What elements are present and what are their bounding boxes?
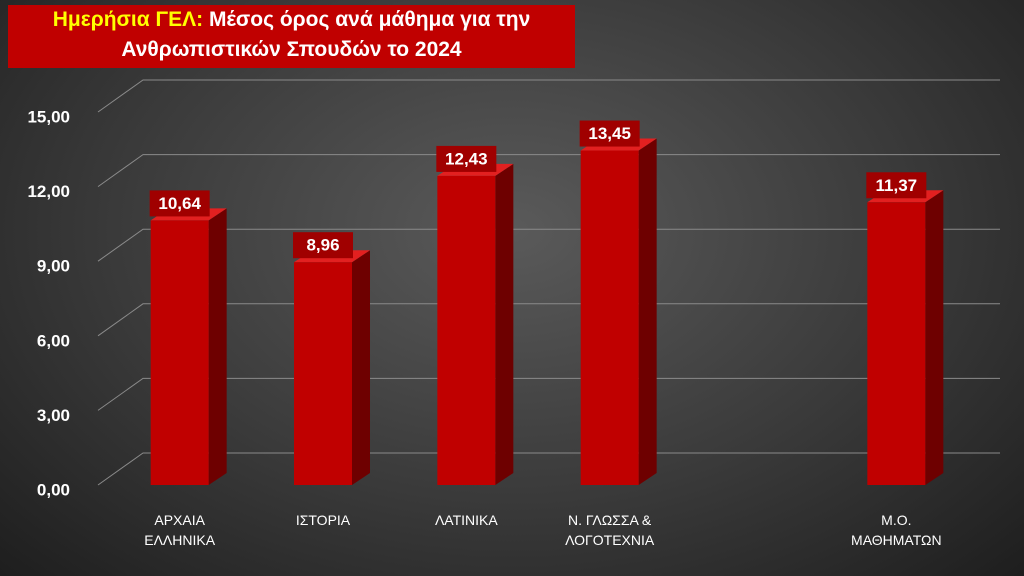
value-label: 11,37: [876, 176, 918, 195]
grid-line: [97, 452, 1000, 486]
bar-side: [495, 163, 514, 485]
y-tick-label: 6,00: [37, 331, 70, 350]
value-label-box: [293, 232, 353, 259]
grid-line: [97, 79, 1000, 113]
title-highlight: Ημερήσια ΓΕΛ:: [52, 8, 204, 31]
grid-line: [97, 154, 1000, 188]
y-tick-label: 3,00: [37, 406, 70, 425]
value-label: 8,96: [306, 236, 339, 255]
value-label-box: [149, 190, 210, 217]
grid-line: [97, 228, 1000, 262]
y-tick-label: 15,00: [27, 107, 70, 126]
y-tick-label: 0,00: [37, 480, 70, 499]
bar-side: [638, 138, 657, 485]
bar: [867, 202, 926, 486]
bar: [294, 262, 352, 485]
bar-side: [208, 208, 227, 485]
value-label-box: [866, 172, 927, 199]
x-tick-label: ΛΑΤΙΝΙΚΑ: [434, 512, 498, 528]
value-label-box: [579, 120, 640, 147]
grid-line: [97, 303, 1000, 337]
value-label: 12,43: [445, 149, 488, 168]
value-label: 10,64: [158, 194, 201, 213]
bar-side: [352, 250, 370, 485]
x-tick-label: Μ.Ο. ΜΑΘΗΜΑΤΩΝ: [851, 512, 942, 548]
chart-title: Ημερήσια ΓΕΛ: Μέσος όρος ανά μάθημα για …: [8, 5, 575, 68]
x-tick-label: Ν. ΓΛΩΣΣΑ & ΛΟΓΟΤΕΧΝΙΑ: [565, 512, 655, 548]
bar: [580, 150, 639, 485]
title-line: Ανθρωπιστικών Σπουδών το 2024: [121, 38, 462, 61]
bar: [437, 175, 496, 485]
y-tick-label: 9,00: [37, 257, 70, 276]
x-tick-label: ΑΡΧΑΙΑ ΕΛΛΗΝΙΚΑ: [144, 512, 216, 548]
bar-side: [925, 190, 944, 486]
grid-line: [97, 377, 1000, 411]
value-label: 13,45: [588, 124, 631, 143]
x-tick-label: ΙΣΤΟΡΙΑ: [295, 512, 351, 528]
title-line: Μέσος όρος ανά μάθημα για την: [208, 8, 531, 31]
value-label-box: [436, 145, 497, 172]
y-tick-label: 12,00: [27, 182, 70, 201]
bar: [150, 220, 209, 485]
